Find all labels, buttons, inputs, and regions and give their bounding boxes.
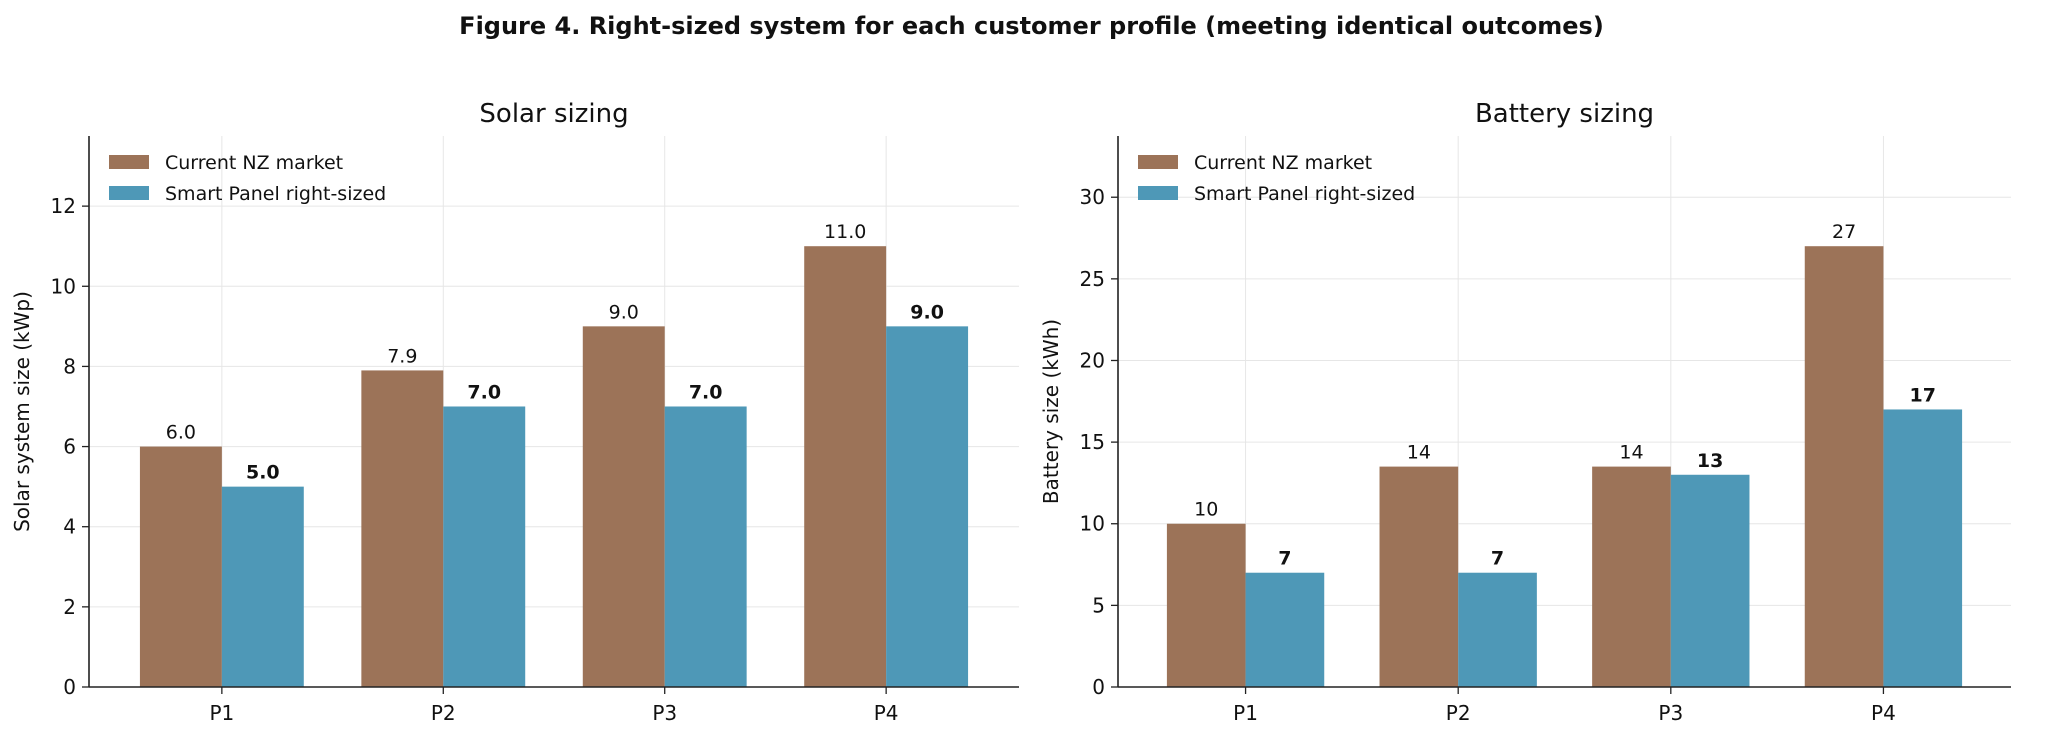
bar-current-nz-market — [361, 370, 444, 687]
legend-swatch — [109, 186, 149, 200]
bar-value-label: 7 — [1491, 548, 1504, 570]
bar-current-nz-market — [139, 446, 222, 687]
bar-current-nz-market — [582, 326, 665, 687]
y-tick-label: 10 — [1080, 512, 1105, 536]
y-tick-label: 12 — [51, 194, 76, 218]
y-tick-label: 0 — [1092, 675, 1105, 699]
y-tick-label: 30 — [1080, 185, 1105, 209]
bar-value-label: 14 — [1619, 442, 1643, 464]
bar-value-label: 7.0 — [467, 381, 501, 403]
legend-label: Smart Panel right-sized — [1194, 183, 1415, 205]
y-tick-label: 20 — [1080, 348, 1105, 372]
y-tick-label: 4 — [63, 515, 76, 539]
bar-value-label: 10 — [1194, 499, 1218, 521]
y-tick-label: 6 — [63, 435, 76, 459]
subplot-title: Battery sizing — [1475, 99, 1654, 129]
bar-smart-panel-right-sized — [1245, 572, 1325, 687]
y-tick-label: 5 — [1092, 593, 1105, 617]
x-tick-label: P2 — [431, 701, 456, 725]
bar-value-label: 27 — [1832, 221, 1856, 243]
legend-swatch — [109, 155, 149, 169]
legend-label: Smart Panel right-sized — [165, 183, 386, 205]
bar-smart-panel-right-sized — [1458, 572, 1537, 687]
bar-smart-panel-right-sized — [886, 326, 969, 687]
bar-value-label: 7.9 — [387, 345, 417, 367]
bar-smart-panel-right-sized — [1883, 409, 1963, 687]
bar-current-nz-market — [1166, 523, 1246, 687]
bar-value-label: 7.0 — [689, 381, 723, 403]
legend-swatch — [1138, 155, 1178, 169]
x-tick-label: P2 — [1446, 701, 1471, 725]
bar-smart-panel-right-sized — [1670, 474, 1750, 687]
bar-current-nz-market — [1592, 466, 1671, 687]
legend-swatch — [1138, 186, 1178, 200]
bar-smart-panel-right-sized — [443, 406, 526, 687]
bar-value-label: 14 — [1407, 442, 1431, 464]
x-tick-label: P3 — [1658, 701, 1683, 725]
x-tick-label: P3 — [652, 701, 677, 725]
bar-value-label: 5.0 — [246, 462, 280, 484]
y-axis-label: Solar system size (kWp) — [10, 291, 34, 532]
bar-value-label: 13 — [1697, 450, 1723, 472]
bar-value-label: 9.0 — [609, 301, 639, 323]
bar-value-label: 11.0 — [824, 221, 866, 243]
bar-smart-panel-right-sized — [664, 406, 747, 687]
y-tick-label: 10 — [51, 274, 76, 298]
subplot-title: Solar sizing — [479, 99, 628, 129]
x-tick-label: P1 — [209, 701, 234, 725]
bar-smart-panel-right-sized — [221, 486, 304, 687]
bar-current-nz-market — [1379, 466, 1459, 687]
x-tick-label: P4 — [874, 701, 899, 725]
x-tick-label: P4 — [1871, 701, 1896, 725]
bar-current-nz-market — [1804, 246, 1884, 687]
bar-current-nz-market — [804, 246, 887, 687]
y-tick-label: 15 — [1080, 430, 1105, 454]
x-tick-label: P1 — [1233, 701, 1258, 725]
y-tick-label: 8 — [63, 354, 76, 378]
legend-label: Current NZ market — [165, 152, 343, 174]
bar-value-label: 7 — [1278, 548, 1291, 570]
bar-value-label: 6.0 — [166, 422, 196, 444]
bar-value-label: 17 — [1910, 384, 1936, 406]
bar-value-label: 9.0 — [910, 301, 944, 323]
y-tick-label: 25 — [1080, 267, 1105, 291]
figure-title: Figure 4. Right-sized system for each cu… — [459, 12, 1604, 40]
y-axis-label: Battery size (kWh) — [1039, 319, 1063, 504]
legend-label: Current NZ market — [1194, 152, 1372, 174]
y-tick-label: 2 — [63, 595, 76, 619]
y-tick-label: 0 — [63, 675, 76, 699]
